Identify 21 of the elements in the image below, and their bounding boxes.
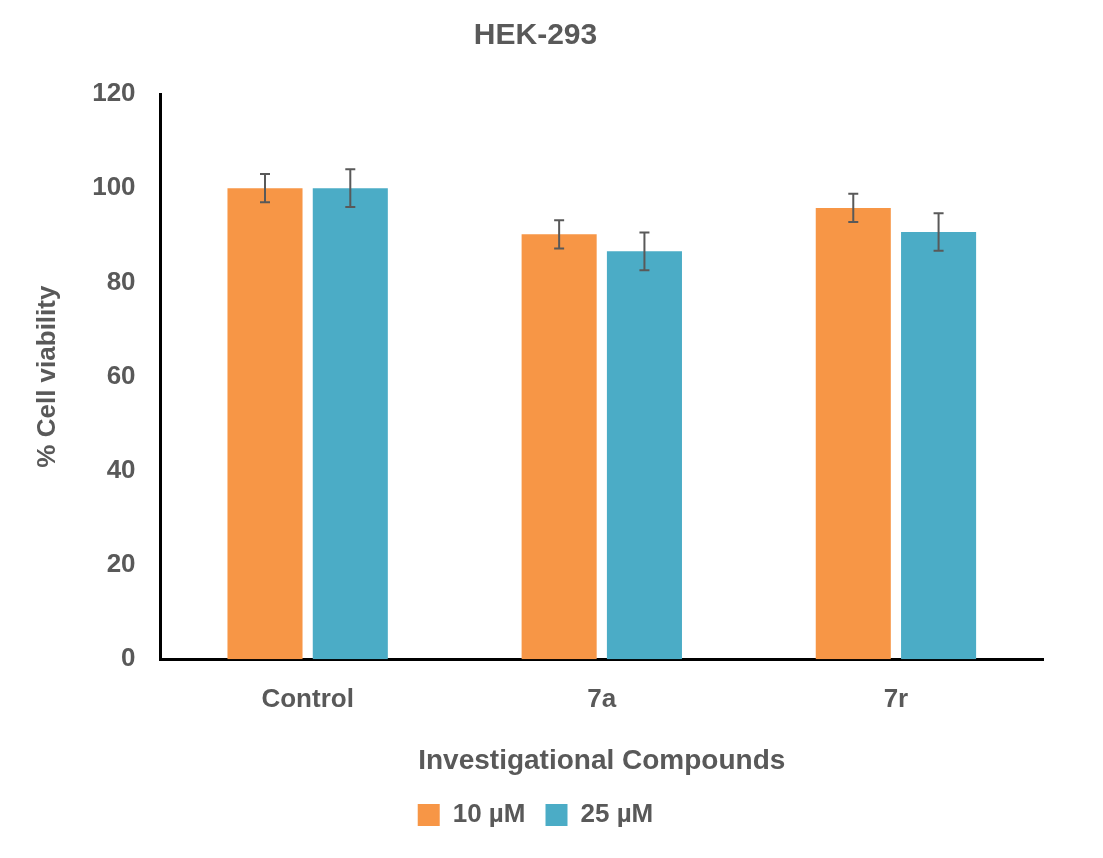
bar bbox=[606, 251, 682, 660]
y-tick-label: 60 bbox=[106, 359, 136, 390]
chart-title: HEK-293 bbox=[473, 17, 598, 51]
y-tick-label: 20 bbox=[106, 548, 136, 579]
y-tick-label: 100 bbox=[92, 171, 136, 202]
bar bbox=[227, 188, 303, 660]
y-tick-label: 0 bbox=[121, 642, 136, 673]
bar bbox=[312, 188, 388, 660]
x-tick-label: 7r bbox=[883, 682, 909, 713]
y-tick-label: 80 bbox=[106, 265, 136, 296]
x-tick-label: 7a bbox=[587, 682, 617, 713]
x-axis-title: Investigational Compounds bbox=[418, 743, 786, 775]
y-axis-title: % Cell viability bbox=[30, 285, 61, 468]
y-tick-label: 120 bbox=[92, 77, 136, 108]
legend-label: 25 µM bbox=[580, 798, 654, 829]
legend-label: 10 µM bbox=[452, 798, 526, 829]
bar bbox=[815, 207, 891, 660]
bar bbox=[521, 234, 597, 660]
bar bbox=[901, 232, 977, 660]
y-tick-label: 40 bbox=[106, 453, 136, 484]
x-tick-label: Control bbox=[261, 682, 354, 713]
